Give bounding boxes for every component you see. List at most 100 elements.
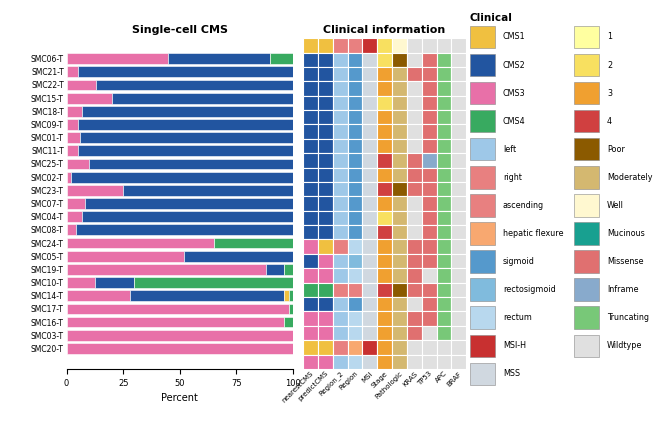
Bar bbox=[392, 53, 407, 67]
Bar bbox=[67, 198, 85, 209]
Bar bbox=[67, 185, 123, 196]
Bar bbox=[318, 67, 333, 81]
Bar bbox=[436, 254, 452, 268]
Bar bbox=[452, 283, 466, 297]
Bar bbox=[407, 354, 422, 369]
Bar bbox=[333, 67, 348, 81]
Bar bbox=[436, 311, 452, 326]
Bar bbox=[318, 326, 333, 340]
Bar bbox=[362, 38, 377, 53]
Bar bbox=[348, 254, 362, 268]
Bar bbox=[377, 196, 392, 211]
Text: 3: 3 bbox=[607, 89, 612, 98]
Bar bbox=[377, 340, 392, 354]
Bar bbox=[422, 167, 436, 182]
Bar bbox=[284, 317, 293, 327]
Bar bbox=[362, 354, 377, 369]
Bar bbox=[377, 139, 392, 153]
Bar bbox=[392, 153, 407, 167]
Bar bbox=[362, 53, 377, 67]
Bar bbox=[67, 132, 80, 143]
Bar bbox=[422, 354, 436, 369]
Bar bbox=[573, 82, 599, 104]
Bar bbox=[348, 283, 362, 297]
Bar bbox=[303, 211, 318, 225]
Bar bbox=[407, 196, 422, 211]
Bar bbox=[573, 307, 599, 329]
Bar bbox=[452, 196, 466, 211]
Bar bbox=[67, 80, 96, 90]
Text: CMS4: CMS4 bbox=[503, 117, 525, 126]
Bar bbox=[452, 240, 466, 254]
Bar bbox=[333, 340, 348, 354]
Bar bbox=[573, 279, 599, 301]
Bar bbox=[83, 211, 293, 222]
Bar bbox=[407, 340, 422, 354]
Bar bbox=[123, 185, 293, 196]
Bar bbox=[422, 124, 436, 139]
Bar bbox=[67, 317, 284, 327]
Bar bbox=[348, 182, 362, 196]
Bar bbox=[348, 153, 362, 167]
Bar bbox=[407, 283, 422, 297]
Bar bbox=[362, 67, 377, 81]
Bar bbox=[362, 340, 377, 354]
Bar bbox=[470, 250, 495, 273]
Bar bbox=[333, 225, 348, 240]
Text: rectum: rectum bbox=[503, 313, 532, 322]
Bar bbox=[284, 290, 288, 301]
Bar bbox=[303, 196, 318, 211]
Bar bbox=[67, 264, 266, 275]
Bar bbox=[377, 38, 392, 53]
Bar bbox=[452, 354, 466, 369]
Bar bbox=[303, 124, 318, 139]
Bar bbox=[436, 167, 452, 182]
Bar bbox=[573, 250, 599, 273]
Bar bbox=[377, 268, 392, 283]
Bar bbox=[362, 81, 377, 96]
Bar bbox=[422, 139, 436, 153]
Bar bbox=[270, 53, 293, 64]
Bar bbox=[436, 225, 452, 240]
Bar bbox=[452, 254, 466, 268]
Bar bbox=[470, 279, 495, 301]
Bar bbox=[436, 182, 452, 196]
Bar bbox=[452, 139, 466, 153]
Bar bbox=[67, 290, 130, 301]
Bar bbox=[318, 240, 333, 254]
Bar bbox=[318, 311, 333, 326]
Bar bbox=[112, 93, 293, 103]
Bar bbox=[67, 251, 184, 262]
Bar bbox=[303, 110, 318, 124]
Bar bbox=[95, 277, 135, 288]
Bar bbox=[377, 96, 392, 110]
Bar bbox=[407, 110, 422, 124]
Bar bbox=[436, 211, 452, 225]
Bar bbox=[407, 167, 422, 182]
Bar bbox=[452, 81, 466, 96]
Bar bbox=[452, 153, 466, 167]
Bar bbox=[362, 211, 377, 225]
Bar bbox=[422, 67, 436, 81]
Bar bbox=[318, 225, 333, 240]
Bar bbox=[436, 240, 452, 254]
Bar bbox=[436, 53, 452, 67]
Bar bbox=[333, 283, 348, 297]
Bar bbox=[573, 335, 599, 357]
Bar bbox=[303, 326, 318, 340]
Bar bbox=[362, 283, 377, 297]
Bar bbox=[422, 38, 436, 53]
Bar bbox=[407, 153, 422, 167]
Bar bbox=[362, 124, 377, 139]
Bar bbox=[436, 340, 452, 354]
Bar bbox=[80, 132, 293, 143]
Bar bbox=[573, 110, 599, 132]
Bar bbox=[436, 139, 452, 153]
Bar bbox=[362, 225, 377, 240]
Bar bbox=[348, 53, 362, 67]
Bar bbox=[377, 326, 392, 340]
Text: Inframe: Inframe bbox=[607, 285, 639, 294]
Bar bbox=[452, 311, 466, 326]
Bar bbox=[303, 182, 318, 196]
Bar bbox=[573, 222, 599, 245]
